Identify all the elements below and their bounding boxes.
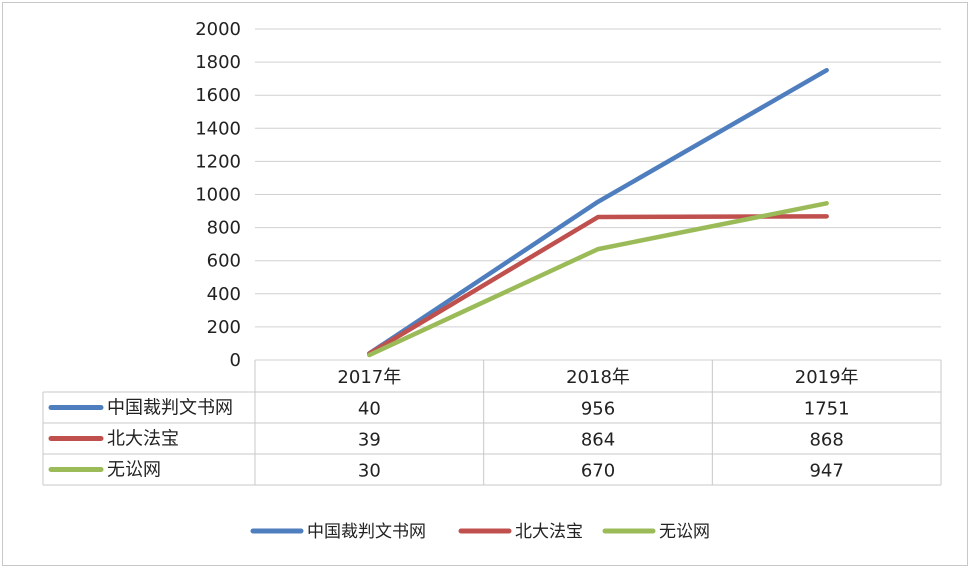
y-tick-label: 400 (207, 284, 241, 305)
table-series-name: 北大法宝 (107, 429, 179, 450)
table-value-cell: 39 (358, 430, 381, 451)
y-tick-label: 800 (207, 218, 241, 239)
table-series-name: 无讼网 (107, 460, 161, 481)
series-lines (367, 67, 829, 358)
legend-label: 北大法宝 (515, 522, 583, 542)
line-chart: 0 200 400 600 800 1000 1200 1400 1600 1800 2000 20… (42, 19, 942, 542)
y-tick-label: 1400 (195, 118, 241, 139)
series-line (367, 67, 829, 356)
y-tick-label: 200 (207, 317, 241, 338)
y-tick-label: 0 (230, 350, 241, 371)
series-line (367, 201, 829, 358)
gridlines (255, 28, 941, 361)
legend-label: 无讼网 (659, 522, 710, 542)
table-value-cell: 40 (358, 399, 381, 420)
table-series-name: 中国裁判文书网 (107, 398, 233, 419)
y-tick-label: 1600 (195, 85, 241, 106)
table-value-cell: 30 (358, 461, 381, 482)
series-line (367, 214, 829, 356)
x-category-label: 2017年 (337, 367, 401, 388)
legend: 中国裁判文书网 北大法宝 无讼网 (250, 522, 710, 542)
y-tick-label: 1200 (195, 151, 241, 172)
table-value-cell: 670 (581, 461, 615, 482)
y-tick-label: 2000 (195, 19, 241, 40)
x-category-label: 2018年 (566, 367, 630, 388)
y-axis-ticks: 0 200 400 600 800 1000 1200 1400 1600 1800 2000 (195, 19, 241, 371)
legend-label: 中国裁判文书网 (307, 522, 426, 542)
table-value-cell: 1751 (804, 399, 850, 420)
table-value-cell: 864 (581, 430, 615, 451)
table-value-cell: 956 (581, 399, 615, 420)
table-value-cell: 868 (809, 430, 843, 451)
y-tick-label: 1000 (195, 185, 241, 206)
y-tick-label: 600 (207, 251, 241, 272)
x-category-label: 2019年 (795, 367, 859, 388)
y-tick-label: 1800 (195, 52, 241, 73)
table-value-cell: 947 (809, 461, 843, 482)
